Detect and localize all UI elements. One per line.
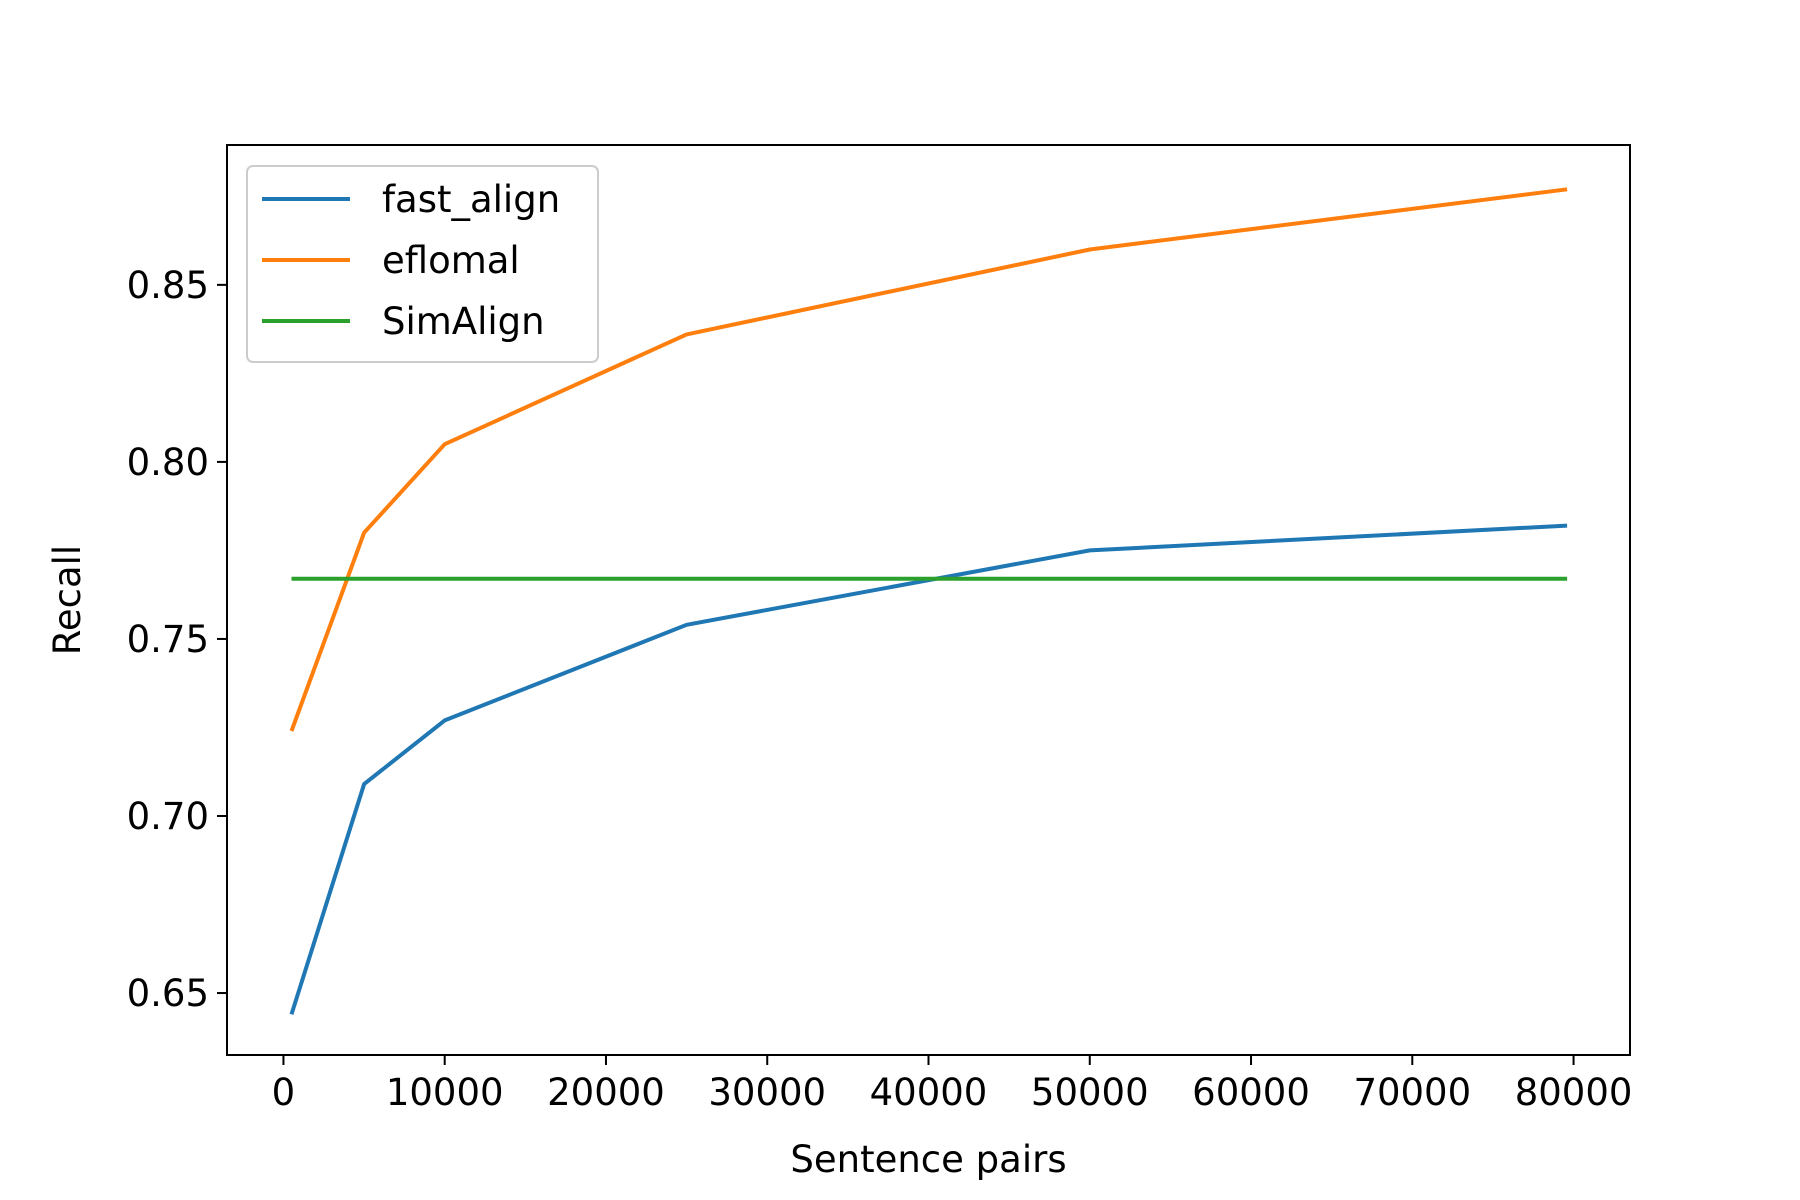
x-tick-label: 0 (272, 1071, 296, 1114)
legend-label: SimAlign (382, 300, 545, 343)
y-tick-label: 0.75 (127, 618, 209, 661)
x-tick-label: 30000 (708, 1071, 826, 1114)
series-layer (289, 187, 1568, 1015)
legend-label: eflomal (382, 239, 520, 282)
x-tick-label: 80000 (1515, 1071, 1633, 1114)
series-line-fast-align (289, 523, 1568, 1015)
y-tick-label: 0.70 (127, 795, 209, 838)
y-tick-label: 0.65 (127, 972, 209, 1015)
x-tick-label: 40000 (870, 1071, 988, 1114)
x-tick-label: 20000 (547, 1071, 665, 1114)
x-tick-label: 10000 (386, 1071, 504, 1114)
y-axis: 0.65 0.70 0.75 0.80 0.85 (127, 264, 227, 1015)
y-tick-label: 0.85 (127, 264, 209, 307)
x-tick-label: 70000 (1353, 1071, 1471, 1114)
x-tick-label: 50000 (1031, 1071, 1149, 1114)
y-axis-label: Recall (46, 545, 89, 655)
legend-box (246, 165, 599, 363)
x-tick-label: 60000 (1192, 1071, 1310, 1114)
y-tick-label: 0.80 (127, 441, 209, 484)
x-axis-label: Sentence pairs (790, 1138, 1066, 1181)
x-axis: 0 10000 20000 30000 40000 50000 60000 70000 8000… (272, 1055, 1633, 1114)
legend-label: fast_align (382, 178, 560, 221)
series-line-eflomal (289, 187, 1568, 732)
